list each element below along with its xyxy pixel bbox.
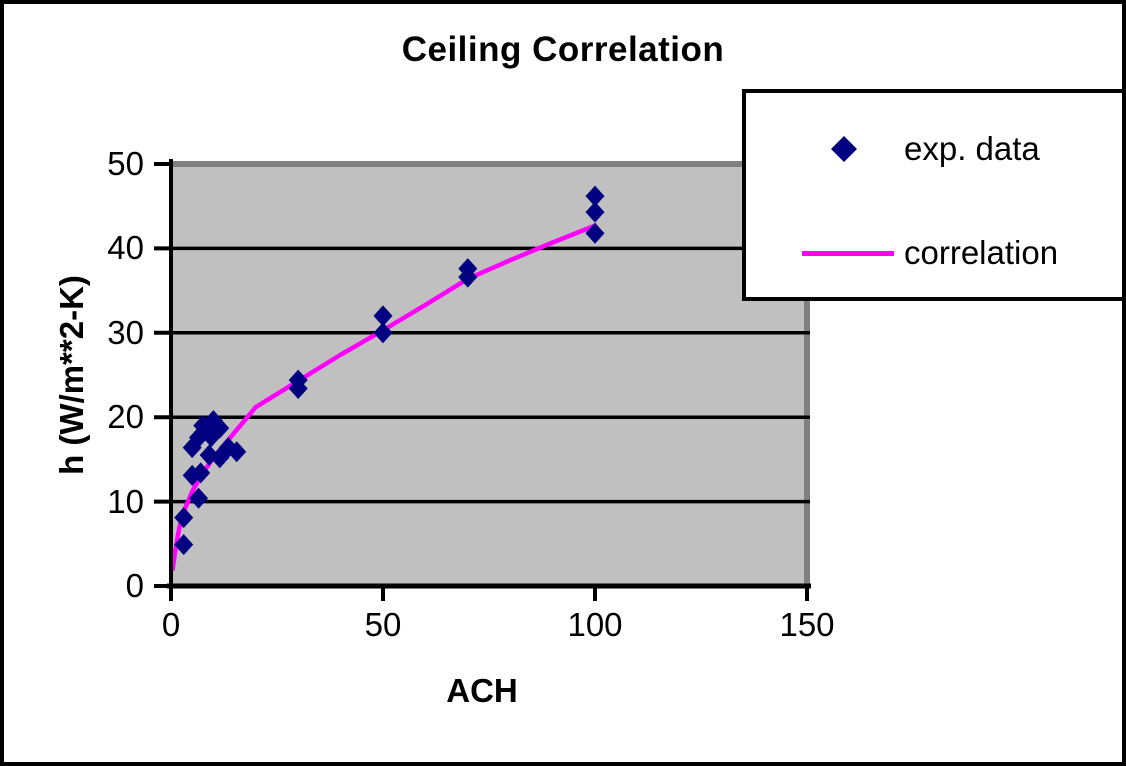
data-point: [174, 507, 194, 529]
y-axis-title: h (W/m**2-K): [53, 275, 90, 475]
plot-border-top: [171, 161, 810, 167]
legend-label-correlation: correlation: [904, 234, 1059, 271]
legend-item-correlation: correlation: [746, 221, 1122, 285]
data-point: [585, 201, 605, 223]
y-tick-label: 20: [107, 398, 144, 436]
data-point: [288, 378, 308, 400]
y-tick-label: 0: [125, 567, 144, 604]
y-tick-label: 50: [107, 145, 144, 182]
plot-area: [171, 161, 810, 586]
legend-label-exp-data: exp. data: [904, 130, 1040, 167]
chart-title: Ceiling Correlation: [401, 30, 725, 69]
data-point: [189, 487, 209, 509]
data-point: [174, 534, 194, 556]
x-axis-title: ACH: [446, 672, 518, 709]
line-marker-icon: [802, 251, 894, 256]
plot-canvas: [154, 159, 811, 601]
x-tick-label: 0: [161, 606, 181, 643]
y-tick-label: 10: [107, 482, 144, 520]
legend: exp. data correlation: [742, 89, 1122, 301]
data-point: [373, 322, 393, 344]
data-point: [585, 222, 605, 244]
legend-item-exp-data: exp. data: [746, 117, 1122, 181]
data-point: [373, 305, 393, 327]
data-point: [191, 462, 211, 484]
data-point: [227, 441, 247, 463]
y-tick-label: 40: [107, 229, 144, 267]
diamond-marker-icon: [831, 136, 857, 162]
y-tick-label: 30: [107, 313, 144, 351]
plot-border-right: [804, 161, 810, 586]
data-point: [585, 185, 605, 207]
x-tick-label: 150: [779, 606, 835, 643]
x-tick-label: 50: [364, 606, 402, 643]
x-tick-label: 100: [567, 606, 623, 643]
data-point: [201, 426, 221, 448]
data-point: [458, 266, 478, 288]
